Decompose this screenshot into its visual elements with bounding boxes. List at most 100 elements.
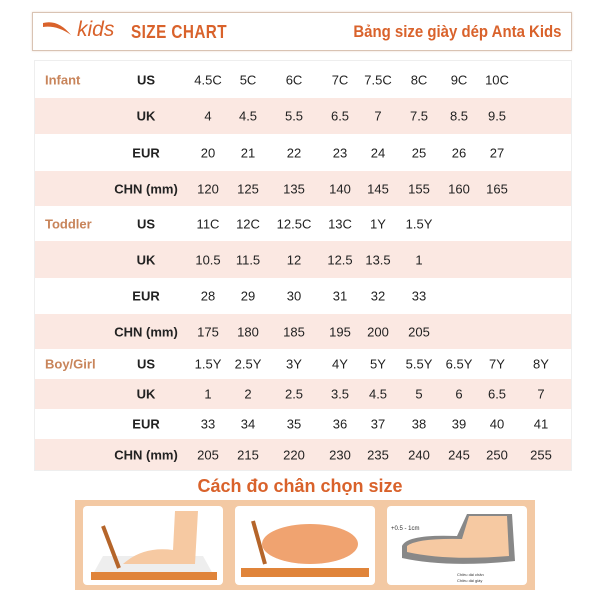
table-row: EUR 28 29 30 31 32 33 [35,278,571,314]
size-cell: 6.5 [330,108,350,124]
size-cell: 120 [197,181,219,196]
size-cell: 35 [286,416,302,432]
size-cell: 36 [332,416,348,432]
size-cell: 230 [329,447,351,462]
size-cell: 155 [408,181,430,196]
size-cell: 6C [285,72,303,87]
size-system-label: EUR [132,416,160,432]
size-cell: 11.5 [235,252,261,267]
size-system-label: CHN (mm) [114,324,178,339]
size-cell: 12 [286,252,302,267]
table-row: CHN (mm) 205 215 220 230 235 240 245 250 255 [35,439,571,470]
size-chart-header: kids SIZE CHART Bảng size giày dép Anta … [32,12,572,51]
group-label: Toddler [45,216,92,231]
shoe-length-label: Chiều dài giày [457,578,482,583]
size-system-label: US [136,356,156,372]
size-cell: 205 [197,447,219,462]
table-row: Infant US 4.5C 5C 6C 7C 7.5C 8C 9C 10C [35,61,571,98]
size-cell: 8.5 [449,108,469,124]
size-cell: 33 [200,416,216,432]
table-row: Boy/Girl US 1.5Y 2.5Y 3Y 4Y 5Y 5.5Y 6.5Y 7Y 8Y [35,349,571,379]
size-cell: 11C [196,216,220,231]
size-cell: 1 [204,386,212,402]
step-trace-foot-image [83,506,223,585]
size-cell: 255 [530,447,552,462]
size-cell: 38 [411,416,427,432]
size-cell: 4.5 [238,108,258,124]
size-cell: 13.5 [365,252,391,267]
size-cell: 6.5Y [445,356,473,372]
size-cell: 4.5 [368,386,388,402]
chart-subtitle: Bảng size giày dép Anta Kids [352,22,561,41]
size-cell: 13C [328,216,352,231]
size-cell: 8C [410,72,428,87]
size-cell: 1.5Y [194,356,222,372]
size-cell: 250 [486,447,508,462]
table-row: CHN (mm) 120 125 135 140 145 155 160 165 [35,171,571,206]
size-cell: 3.5 [330,386,350,402]
size-cell: 32 [370,288,386,304]
size-cell: 34 [240,416,256,432]
group-label: Infant [45,72,81,87]
size-cell: 28 [200,288,216,304]
size-cell: 6 [455,386,463,402]
size-system-label: UK [136,386,156,402]
size-cell: 29 [240,288,256,304]
size-cell: 205 [408,324,430,339]
size-cell: 31 [332,288,348,304]
size-cell: 125 [237,181,259,196]
size-cell: 12.5C [276,216,312,231]
size-cell: 1 [415,252,423,267]
size-cell: 33 [411,288,427,304]
size-cell: 200 [367,324,389,339]
size-cell: 4Y [332,356,348,372]
size-cell: 135 [283,181,305,196]
size-cell: 5 [415,386,423,402]
size-cell: 1Y [370,216,386,231]
size-cell: 4.5C [194,72,222,87]
size-cell: 5C [239,72,257,87]
size-cell: 2 [244,386,252,402]
size-cell: 145 [367,181,389,196]
guide-title: Cách đo chân chọn size [197,476,403,496]
size-system-label: CHN (mm) [114,181,178,196]
size-cell: 3Y [286,356,302,372]
table-row: UK 1 2 2.5 3.5 4.5 5 6 6.5 7 [35,379,571,409]
foot-length-label: Chiều dài chân [457,572,484,577]
size-system-label: EUR [132,288,160,304]
size-cell: 5.5 [284,108,304,124]
size-cell: 6.5 [487,386,507,402]
size-cell: 195 [329,324,351,339]
size-cell: 23 [332,145,348,160]
size-cell: 8Y [533,356,549,372]
size-cell: 240 [408,447,430,462]
size-cell: 22 [286,145,302,160]
size-cell: 9C [450,72,468,87]
size-system-label: US [136,72,156,87]
size-cell: 4 [204,108,212,124]
size-cell: 5.5Y [405,356,433,372]
size-cell: 9.5 [487,108,507,124]
step-measure-length-image [235,506,375,585]
table-row: EUR 20 21 22 23 24 25 26 27 [35,134,571,171]
chart-title: SIZE CHART [131,22,228,42]
size-cell: 7 [374,108,382,124]
size-system-label: EUR [132,145,160,160]
group-label: Boy/Girl [45,356,96,372]
size-cell: 10C [485,72,509,87]
size-cell: 235 [367,447,389,462]
size-cell: 180 [237,324,259,339]
size-cell: 185 [283,324,305,339]
size-cell: 215 [237,447,259,462]
table-row: UK 4 4.5 5.5 6.5 7 7.5 8.5 9.5 [35,98,571,134]
size-cell: 245 [448,447,470,462]
table-row: Toddler US 11C 12C 12.5C 13C 1Y 1.5Y [35,206,571,241]
size-cell: 39 [451,416,467,432]
table-row: UK 10.5 11.5 12 12.5 13.5 1 [35,241,571,278]
size-cell: 7Y [489,356,505,372]
size-cell: 165 [486,181,508,196]
size-cell: 7C [331,72,349,87]
table-row: CHN (mm) 175 180 185 195 200 205 [35,314,571,349]
size-cell: 25 [411,145,427,160]
table-row: EUR 33 34 35 36 37 38 39 40 41 [35,409,571,439]
